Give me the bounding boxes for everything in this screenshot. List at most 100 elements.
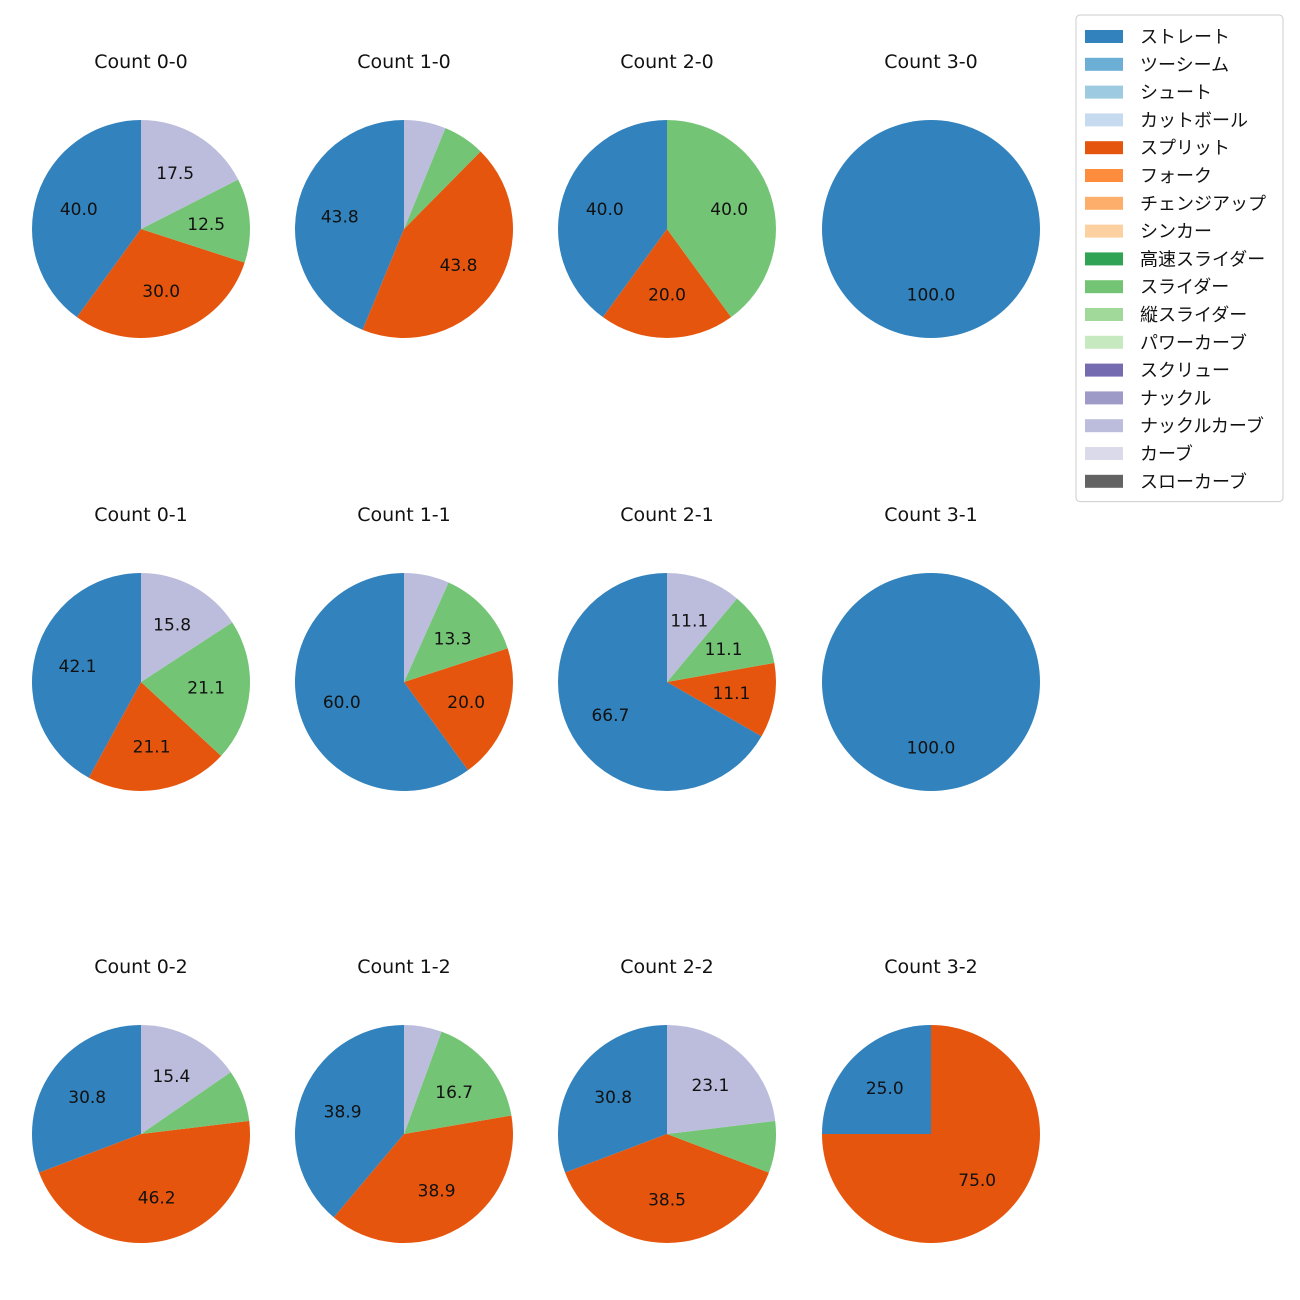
legend-label: シンカー [1140,222,1212,243]
slice-label: 46.2 [138,1189,176,1209]
pie-title: Count 0-2 [94,956,188,978]
legend-label: フォーク [1140,166,1212,187]
legend-swatch [1085,363,1123,377]
slice-label: 16.7 [435,1083,473,1103]
slice-label: 43.8 [440,256,478,276]
slice-label: 21.1 [187,678,225,698]
slice-count-1-1-1 [404,648,514,771]
slice-label: 100.0 [907,738,956,758]
slice-count-1-2-0 [294,1025,404,1218]
slice-count-1-2-3 [404,1025,442,1134]
slice-label: 43.8 [321,207,359,227]
legend-label: スライダー [1140,277,1229,298]
pie-count-2-1: Count 2-1 66.7 11.1 11.1 11.1 [557,504,777,791]
slice-label: 40.0 [586,200,624,220]
pie-title: Count 0-0 [94,51,188,73]
slice-label: 23.1 [691,1076,729,1096]
slice-count-3-2-0 [822,1025,931,1134]
slice-count-1-2-1 [333,1115,514,1244]
pie-grid: Count 0-0 40.0 30.0 12.5 17.5 Count 1-0 43.8 43… [31,51,1040,1244]
slice-count-0-0-2 [141,179,251,263]
legend-swatch [1085,224,1123,238]
slice-label: 38.9 [418,1182,456,1202]
slice-label: 30.8 [68,1088,106,1108]
slice-label: 66.7 [591,706,629,726]
legend-label: ツーシーム [1140,55,1229,76]
slice-count-1-1-2 [404,582,508,682]
pie-count-0-2: Count 0-2 30.8 46.2 15.4 [31,956,251,1244]
slice-count-0-0-3 [141,120,239,229]
slice-count-0-0-1 [76,229,245,339]
slice-count-0-2-1 [39,1120,251,1244]
slice-label: 40.0 [60,200,98,220]
slice-label: 13.3 [434,629,472,649]
slice-label: 40.0 [710,200,748,220]
pie-count-0-1: Count 0-1 42.1 21.1 21.1 15.8 [31,504,251,792]
slice-count-2-1-2 [667,598,775,682]
slice-label: 21.1 [133,738,171,758]
slice-count-1-1-3 [404,573,449,682]
slice-label: 38.5 [648,1190,686,1210]
legend-swatch [1085,474,1123,488]
pie-title: Count 0-1 [94,504,188,526]
slice-count-0-1-0 [31,573,141,778]
legend-label: スローカーブ [1140,471,1247,493]
slice-count-3-1-0 [822,573,1040,791]
pie-title: Count 1-1 [357,504,451,526]
slice-count-2-0-0 [558,120,667,318]
slice-count-2-2-2 [667,1120,777,1173]
pie-count-3-0: Count 3-0 100.0 [822,51,1040,338]
slice-count-0-1-3 [141,572,233,682]
legend-swatch [1085,447,1123,460]
slice-label: 20.0 [447,693,485,713]
slice-label: 30.8 [594,1088,632,1108]
legend-swatch [1085,308,1123,321]
slice-count-1-2-2 [404,1031,512,1134]
slice-count-2-2-3 [667,1025,776,1134]
legend-swatch [1085,30,1123,43]
legend-label: スクリュー [1140,361,1230,382]
slice-count-3-2-1 [822,1025,1040,1243]
slice-label: 11.1 [712,684,750,704]
legend-label: ナックル [1140,388,1211,409]
slice-label: 38.9 [324,1103,362,1123]
legend-swatch [1085,391,1123,405]
pie-title: Count 3-2 [884,956,978,978]
slice-count-0-2-2 [141,1072,250,1134]
pie-count-1-0: Count 1-0 43.8 43.8 [295,51,514,338]
legend-swatch [1085,141,1123,155]
slice-label: 60.0 [323,693,361,713]
slice-count-1-0-1 [362,151,514,338]
slice-count-2-0-1 [602,229,732,338]
pie-count-2-0: Count 2-0 40.0 20.0 40.0 [558,51,776,338]
pie-title: Count 3-0 [884,51,978,73]
pie-title: Count 1-2 [357,956,451,978]
legend-label: ストレート [1140,27,1230,48]
slice-count-2-1-0 [557,573,762,791]
slice-count-1-0-3 [404,120,446,229]
legend-label: 縦スライダー [1140,305,1247,326]
pie-count-2-2: Count 2-2 30.8 38.5 23.1 [557,956,777,1244]
slice-count-0-2-0 [31,1025,142,1173]
slice-count-2-1-3 [667,573,738,682]
slice-count-1-0-2 [404,128,481,229]
legend-label: スプリット [1140,138,1230,159]
legend-label: カーブ [1140,443,1193,465]
slice-count-2-2-0 [557,1025,667,1173]
slice-label: 11.1 [705,640,743,660]
pie-title: Count 2-2 [620,956,714,978]
slice-label: 11.1 [670,612,708,632]
slice-count-0-1-2 [141,622,251,756]
slice-label: 42.1 [59,657,97,677]
slice-label: 30.0 [142,282,180,302]
legend-label: シュート [1140,83,1212,104]
slice-label: 12.5 [187,215,225,235]
slice-count-0-2-3 [141,1025,231,1134]
legend-label: チェンジアップ [1140,194,1266,215]
slice-count-2-2-1 [565,1134,769,1244]
pie-title: Count 2-0 [620,51,714,73]
pie-count-3-2: Count 3-2 25.0 75.0 [822,956,1040,1243]
legend-swatch [1085,57,1123,71]
slice-label: 17.5 [156,164,194,184]
